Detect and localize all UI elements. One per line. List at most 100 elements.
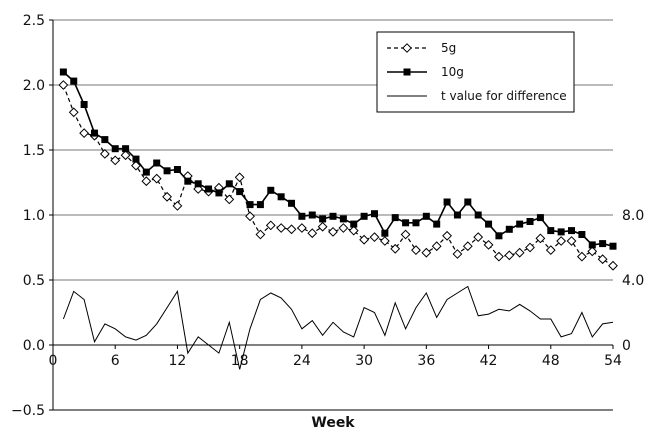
series-10g-point [256, 201, 264, 209]
legend-t-value-label: t value for difference [441, 89, 567, 103]
series-10g-point [277, 193, 285, 201]
x-tick-label: 6 [111, 353, 120, 369]
legend-10g-label: 10g [441, 65, 464, 79]
series-5g-point [556, 236, 567, 246]
series-5g-point [525, 242, 535, 253]
series-10g-point [547, 227, 555, 235]
x-axis-title: Week [311, 415, 355, 430]
y-tick-label: 0.0 [23, 338, 45, 354]
series-5g-point [369, 232, 380, 243]
legend-5g-swatch-marker [402, 43, 412, 53]
series-5g-point [151, 173, 162, 184]
series-10g-point [215, 189, 223, 197]
series-5g-point [58, 80, 69, 90]
series-5g-point [79, 128, 90, 139]
series-10g-point [298, 212, 306, 220]
series-10g-point [609, 242, 617, 250]
series-10g-point [225, 180, 233, 188]
x-tick-label: 42 [480, 353, 498, 369]
series-10g-point [90, 129, 98, 137]
x-tick-label: 30 [355, 353, 373, 369]
x-tick-label: 24 [293, 353, 311, 369]
series-10g-point [122, 145, 130, 153]
series-5g-point [400, 229, 411, 240]
series-5g-point [265, 220, 276, 231]
series-10g-point [59, 68, 67, 76]
series-10g-point [246, 201, 254, 209]
axes [49, 19, 614, 411]
series-5g-point [494, 251, 504, 262]
series-10g-point [80, 101, 88, 108]
series-10g-point [422, 212, 430, 220]
y-tick-label: 0.5 [23, 273, 45, 289]
y-tick-label: −0.5 [11, 403, 45, 419]
series-5g-point [245, 211, 255, 222]
series-10g-point [142, 168, 150, 176]
series-5g-point [535, 233, 546, 244]
series-5g-point [296, 223, 307, 233]
y-tick-label: 1.5 [23, 143, 45, 159]
series-5g-point [99, 148, 110, 159]
series-10g-point [339, 215, 347, 223]
series-10g-point [308, 211, 316, 219]
series-10g-point [588, 241, 596, 249]
legend-10g-swatch-marker [403, 68, 411, 76]
series-5g-point [234, 172, 245, 183]
y-tick-label: 2.5 [23, 13, 45, 29]
tick-labels: −0.5 0.0 0.5 1.0 1.5 2.0 2.5 0 6 12 18 24 30 36 42 48 54… [11, 13, 644, 419]
series-5g-point [317, 221, 328, 232]
series-5g-point [348, 225, 359, 236]
series-5g-point [514, 247, 525, 258]
series-10g-point [194, 180, 202, 188]
series-10g-point [163, 167, 171, 175]
x-tick-label: 12 [169, 353, 187, 369]
series-5g-point [328, 226, 338, 237]
y-tick-label: 1.0 [23, 208, 45, 224]
series-10g-point [485, 220, 493, 228]
legend: 5g 10g t value for difference [376, 31, 575, 113]
series-5g-point [359, 234, 370, 245]
series-10g-point [474, 211, 482, 219]
series-5g-point [338, 223, 349, 233]
series-10g-point [173, 166, 181, 173]
series-10g-point [288, 199, 296, 207]
x-tick-label: 54 [604, 353, 622, 369]
series-5g-point [224, 194, 235, 205]
series-10g-point [381, 229, 389, 237]
series-10g-point [505, 225, 513, 233]
series-5g-point [483, 239, 494, 250]
series-5g-point [411, 245, 421, 256]
series-5g-point [545, 245, 556, 256]
series-5g-point [131, 160, 141, 171]
series-10g-point [495, 232, 503, 240]
series-10g-point [236, 188, 244, 196]
series-10g-point [433, 220, 441, 228]
series-10g-point [578, 231, 586, 238]
series-5g-point [276, 223, 287, 233]
series-5g-point [162, 191, 172, 202]
series-5g-point [379, 236, 390, 246]
series-10g-point [329, 212, 337, 220]
series-5g-point [141, 176, 152, 187]
series-5g-point [597, 254, 608, 265]
series-5g-point [608, 260, 618, 271]
series-10g-point [111, 145, 119, 153]
series-10g-point [184, 177, 192, 185]
series-10g-point [412, 219, 420, 227]
secondary-y-tick-label: 0 [622, 338, 631, 354]
secondary-y-tick-label: 4.0 [622, 273, 644, 289]
x-tick-label: 36 [417, 353, 435, 369]
series-10g-point [557, 228, 565, 236]
series-5g-point [473, 232, 484, 243]
series-5g-point [442, 230, 452, 241]
series-5g-point [462, 241, 473, 252]
series-10g-point [319, 215, 327, 223]
series-5g-point [307, 228, 318, 239]
series-10g-point [360, 212, 368, 220]
secondary-y-tick-label: 8.0 [622, 208, 644, 224]
series-5g-point [120, 150, 131, 161]
series-10g-point [443, 198, 451, 206]
series-10g-point [464, 198, 472, 206]
legend-5g-label: 5g [441, 41, 456, 55]
